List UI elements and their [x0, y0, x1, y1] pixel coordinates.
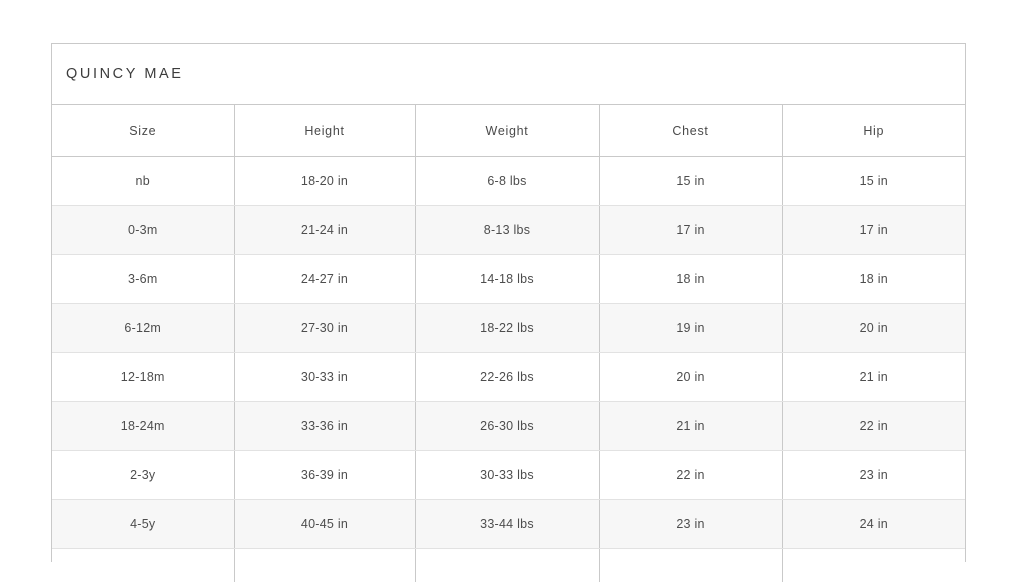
- spacer-cell: [782, 548, 965, 582]
- table-row: nb 18-20 in 6-8 lbs 15 in 15 in: [52, 156, 965, 206]
- cell-chest: 21 in: [599, 401, 783, 451]
- cell-hip: 15 in: [782, 156, 965, 206]
- cell-hip: 24 in: [782, 499, 965, 549]
- cell-size: 0-3m: [52, 205, 235, 255]
- cell-size: 12-18m: [52, 352, 235, 402]
- table-body: nb 18-20 in 6-8 lbs 15 in 15 in 0-3m 21-…: [52, 156, 965, 582]
- cell-hip: 21 in: [782, 352, 965, 402]
- cell-hip: 20 in: [782, 303, 965, 353]
- cell-weight: 6-8 lbs: [415, 156, 600, 206]
- table-row: 6-12m 27-30 in 18-22 lbs 19 in 20 in: [52, 303, 965, 353]
- cell-size: 4-5y: [52, 499, 235, 549]
- spacer-cell: [415, 548, 600, 582]
- cell-size: 18-24m: [52, 401, 235, 451]
- cell-height: 36-39 in: [234, 450, 416, 500]
- size-chart-card: QUINCY MAE Size Height Weight Chest Hip: [51, 43, 966, 582]
- column-header-weight: Weight: [415, 105, 600, 157]
- table-row: 12-18m 30-33 in 22-26 lbs 20 in 21 in: [52, 352, 965, 402]
- cell-height: 33-36 in: [234, 401, 416, 451]
- spacer-cell: [234, 548, 416, 582]
- spacer-cell: [599, 548, 783, 582]
- table-row: 3-6m 24-27 in 14-18 lbs 18 in 18 in: [52, 254, 965, 304]
- table-row: 18-24m 33-36 in 26-30 lbs 21 in 22 in: [52, 401, 965, 451]
- cell-chest: 20 in: [599, 352, 783, 402]
- cell-weight: 8-13 lbs: [415, 205, 600, 255]
- column-header-chest: Chest: [599, 105, 783, 157]
- brand-title: QUINCY MAE: [66, 66, 184, 82]
- cell-hip: 17 in: [782, 205, 965, 255]
- cell-size: nb: [52, 156, 235, 206]
- cell-height: 30-33 in: [234, 352, 416, 402]
- cell-weight: 26-30 lbs: [415, 401, 600, 451]
- cell-weight: 33-44 lbs: [415, 499, 600, 549]
- cell-height: 24-27 in: [234, 254, 416, 304]
- size-chart-table: Size Height Weight Chest Hip nb 18-20 in…: [52, 105, 965, 582]
- cell-size: 3-6m: [52, 254, 235, 304]
- cell-chest: 17 in: [599, 205, 783, 255]
- cell-chest: 15 in: [599, 156, 783, 206]
- cell-chest: 23 in: [599, 499, 783, 549]
- cell-weight: 30-33 lbs: [415, 450, 600, 500]
- cell-height: 27-30 in: [234, 303, 416, 353]
- cell-chest: 19 in: [599, 303, 783, 353]
- cell-hip: 23 in: [782, 450, 965, 500]
- cell-chest: 18 in: [599, 254, 783, 304]
- spacer-cell: [52, 548, 235, 582]
- cell-hip: 18 in: [782, 254, 965, 304]
- table-row: 4-5y 40-45 in 33-44 lbs 23 in 24 in: [52, 499, 965, 549]
- cell-height: 21-24 in: [234, 205, 416, 255]
- table-row: 0-3m 21-24 in 8-13 lbs 17 in 17 in: [52, 205, 965, 255]
- column-header-height: Height: [234, 105, 416, 157]
- cell-hip: 22 in: [782, 401, 965, 451]
- cell-size: 6-12m: [52, 303, 235, 353]
- cell-weight: 14-18 lbs: [415, 254, 600, 304]
- table-row: 2-3y 36-39 in 30-33 lbs 22 in 23 in: [52, 450, 965, 500]
- cell-weight: 22-26 lbs: [415, 352, 600, 402]
- cell-height: 40-45 in: [234, 499, 416, 549]
- table-header-row: Size Height Weight Chest Hip: [52, 105, 965, 157]
- column-header-size: Size: [52, 105, 235, 157]
- cell-weight: 18-22 lbs: [415, 303, 600, 353]
- table-footer-spacer-row: [52, 548, 965, 582]
- table-header: Size Height Weight Chest Hip: [52, 105, 965, 157]
- column-header-hip: Hip: [782, 105, 965, 157]
- cell-chest: 22 in: [599, 450, 783, 500]
- brand-title-band: QUINCY MAE: [52, 44, 965, 105]
- cell-size: 2-3y: [52, 450, 235, 500]
- cell-height: 18-20 in: [234, 156, 416, 206]
